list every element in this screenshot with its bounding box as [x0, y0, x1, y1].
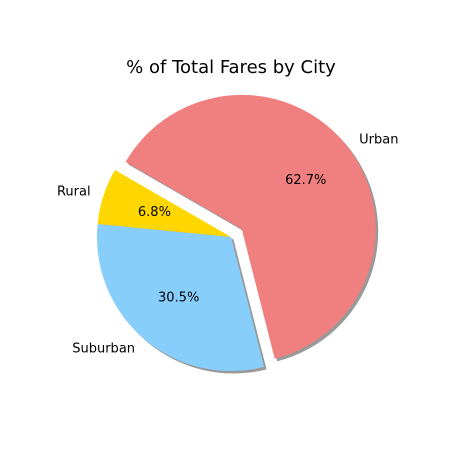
slice-label-suburban: Suburban: [72, 341, 135, 356]
pie-labels: Rural 6.8% Suburban 30.5% Urban 62.7%: [57, 132, 399, 356]
chart-title: % of Total Fares by City: [126, 57, 336, 78]
slice-percent-urban: 62.7%: [285, 173, 326, 188]
slice-rural: [97, 170, 231, 237]
slice-urban: [125, 94, 376, 359]
slice-label-rural: Rural: [57, 185, 91, 200]
slice-label-urban: Urban: [359, 132, 398, 147]
slice-suburban: [96, 224, 265, 371]
slice-percent-rural: 6.8%: [138, 205, 171, 220]
slice-percent-suburban: 30.5%: [158, 291, 199, 306]
pie-slices: [96, 94, 376, 371]
